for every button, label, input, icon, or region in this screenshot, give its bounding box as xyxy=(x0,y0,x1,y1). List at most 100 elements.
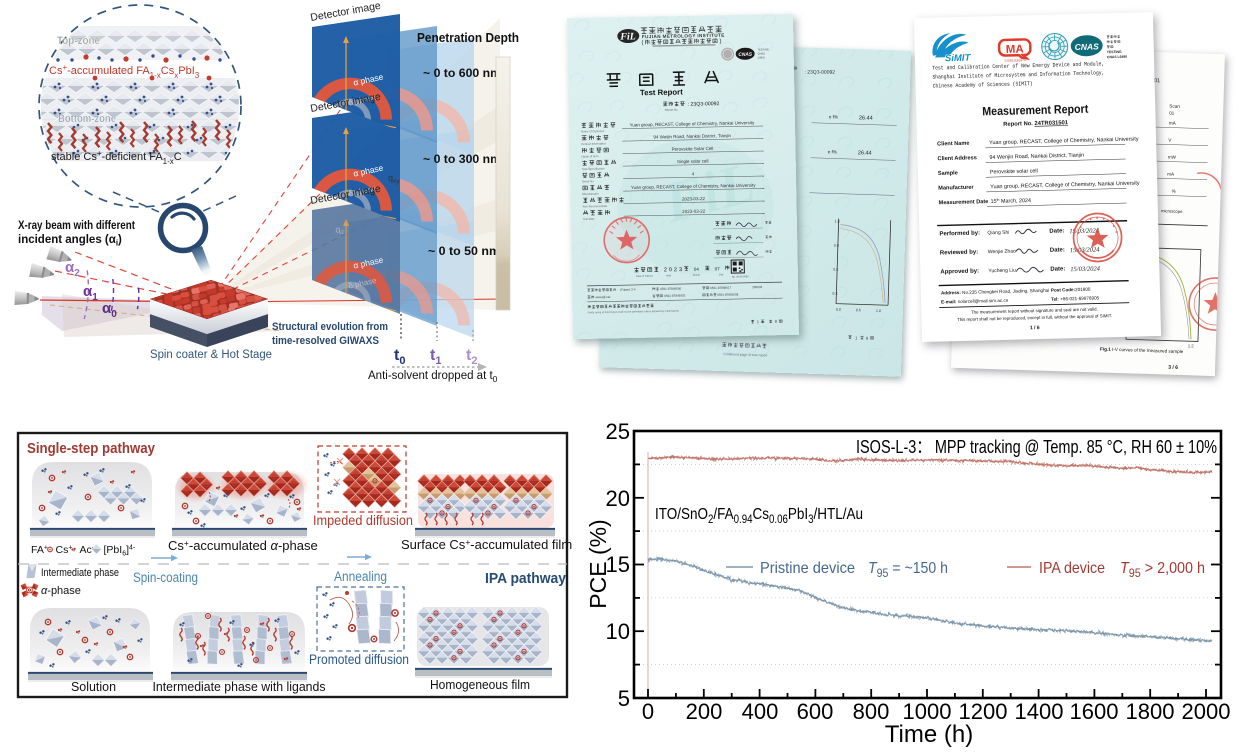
svg-text:Date:: Date: xyxy=(1050,247,1065,253)
svg-text:220811183974: 220811183974 xyxy=(1004,58,1026,63)
svg-text:Test and Calibration Center of: Test and Calibration Center of New Energ… xyxy=(932,60,1104,71)
svg-text:2000: 2000 xyxy=(1182,699,1231,724)
svg-text:Scan: Scan xyxy=(1169,104,1180,109)
svg-text:350003: 350003 xyxy=(752,285,762,289)
svg-text:Bottom-zone: Bottom-zone xyxy=(58,113,116,125)
svg-text:0.5: 0.5 xyxy=(833,267,838,271)
svg-text:800: 800 xyxy=(853,699,890,724)
svg-text:microscope.: microscope. xyxy=(1161,208,1184,214)
svg-text:stable Cs+-deficient FA1-xC: stable Cs+-deficient FA1-xC xyxy=(51,149,182,166)
svg-text:Single-step pathway: Single-step pathway xyxy=(27,440,156,457)
svg-text:3 / 6: 3 / 6 xyxy=(1168,365,1178,371)
svg-text:8: 8 xyxy=(866,336,869,341)
svg-text:Manufacturer: Manufacturer xyxy=(582,192,599,196)
svg-text:0591-87846603: 0591-87846603 xyxy=(664,293,685,297)
svg-text:200: 200 xyxy=(686,699,723,724)
svg-text:~ 0 to 600 nm: ~ 0 to 600 nm xyxy=(423,68,501,80)
svg-text:incident angles (αi): incident angles (αi) xyxy=(18,234,122,248)
svg-text:Top-zone: Top-zone xyxy=(57,35,100,47)
svg-text:Time (h): Time (h) xyxy=(885,721,973,748)
svg-text:5: 5 xyxy=(618,686,630,711)
svg-text:10: 10 xyxy=(606,619,630,644)
svg-text:15th March, 2024: 15th March, 2024 xyxy=(991,197,1032,205)
svg-text:Address: No.235 Chengbei Road,: Address: No.235 Chengbei Road, Jiading, … xyxy=(941,288,1049,296)
svg-text:15/03/2024: 15/03/2024 xyxy=(1070,265,1101,273)
svg-text:t1: t1 xyxy=(430,347,441,367)
svg-text:Reviewed by:: Reviewed by: xyxy=(940,250,978,257)
svg-text:1.2: 1.2 xyxy=(1188,343,1195,348)
svg-text:(: ( xyxy=(641,40,643,46)
svg-text:CNAS: CNAS xyxy=(758,51,766,55)
svg-text:0.8: 0.8 xyxy=(834,243,839,247)
svg-text:Sample: Sample xyxy=(938,170,958,177)
svg-text:Penetration Depth: Penetration Depth xyxy=(417,31,519,45)
svg-text:15: 15 xyxy=(606,552,630,577)
svg-text:(Fujian) 3-4: (Fujian) 3-4 xyxy=(620,287,636,291)
svg-text:CNAS: CNAS xyxy=(738,52,753,58)
svg-text:0591-87855008: 0591-87855008 xyxy=(717,292,738,296)
svg-text:Cs+: Cs+ xyxy=(56,544,73,556)
svg-text:t2: t2 xyxy=(466,347,477,367)
svg-text:Approved by:: Approved by: xyxy=(940,269,979,276)
svg-text:IPA device: IPA device xyxy=(1039,560,1105,577)
svg-text:Promoted diffusion: Promoted diffusion xyxy=(309,652,409,667)
svg-text:): ) xyxy=(719,39,721,45)
svg-text:Name of Customer: Name of Customer xyxy=(581,129,605,133)
svg-text:04: 04 xyxy=(694,267,700,272)
svg-text:2023: 2023 xyxy=(664,267,684,273)
svg-text:Fig.1 I-V curves of the measur: Fig.1 I-V curves of the measured sample xyxy=(1100,346,1184,354)
svg-text:Measurement Report: Measurement Report xyxy=(982,102,1088,119)
svg-text:MA: MA xyxy=(1006,44,1024,56)
svg-text:8: 8 xyxy=(775,320,777,324)
svg-text:PCE (%): PCE (%) xyxy=(588,519,611,608)
svg-text:TESTING: TESTING xyxy=(1107,50,1122,54)
svg-text:1.0: 1.0 xyxy=(835,220,840,224)
svg-text:: 23Q3-00092: : 23Q3-00092 xyxy=(688,101,720,108)
svg-text:Cs+-accumulated FA1-xCsxPbI3: Cs+-accumulated FA1-xCsxPbI3 xyxy=(49,63,200,80)
svg-text:Serial No.: Serial No. xyxy=(582,179,595,183)
svg-text:01: 01 xyxy=(1169,111,1175,116)
svg-text:Perovskite solar cell: Perovskite solar cell xyxy=(990,168,1038,175)
svg-text:Solution: Solution xyxy=(71,679,116,694)
svg-text:1: 1 xyxy=(855,335,858,340)
svg-text:Yuan group, RECAST, College of: Yuan group, RECAST, College of Chemistry… xyxy=(989,136,1139,146)
svg-text:Date of Report: Date of Report xyxy=(636,274,653,278)
svg-text:26.44: 26.44 xyxy=(858,150,872,156)
svg-text:Yucheng Liu: Yucheng Liu xyxy=(988,268,1016,275)
svg-text:400: 400 xyxy=(742,699,779,724)
svg-text:Date:: Date: xyxy=(1050,266,1065,272)
svg-text:26.44: 26.44 xyxy=(859,115,873,121)
svg-text:Manufacturer: Manufacturer xyxy=(938,185,974,192)
svg-text:time-resolved GIWAXS: time-resolved GIWAXS xyxy=(272,335,379,347)
svg-text:e f%: e f% xyxy=(828,149,837,154)
svg-text:FiL: FiL xyxy=(619,31,636,42)
svg-text:E-mail: solarcell@mail.sim.ac.: E-mail: solarcell@mail.sim.ac.cn xyxy=(941,298,1009,305)
svg-text:2023-03-22: 2023-03-22 xyxy=(682,209,706,214)
svg-text:Structural evolution from: Structural evolution from xyxy=(272,321,388,333)
svg-text:Pristine device: Pristine device xyxy=(760,560,855,577)
svg-text:0591-87846600: 0591-87846600 xyxy=(660,287,681,291)
svg-text:15/03/2024: 15/03/2024 xyxy=(1069,227,1100,235)
svg-text:1200: 1200 xyxy=(959,699,1008,724)
svg-text:0.0: 0.0 xyxy=(836,308,841,312)
svg-text:Spin coater & Hot Stage: Spin coater & Hot Stage xyxy=(150,349,272,361)
svg-text:[PbI6]4-: [PbI6]4- xyxy=(104,544,136,558)
svg-text:X-ray beam with different: X-ray beam with different xyxy=(18,220,135,232)
svg-text:4: 4 xyxy=(692,171,695,176)
svg-text:Test Date: Test Date xyxy=(583,217,595,221)
svg-text:Date:: Date: xyxy=(1049,228,1064,234)
svg-text:2023-03-22: 2023-03-22 xyxy=(682,196,706,201)
svg-text:mW: mW xyxy=(1168,154,1177,159)
svg-text:1: 1 xyxy=(757,320,759,324)
svg-text:Intermediate phase with ligand: Intermediate phase with ligands xyxy=(153,679,326,694)
svg-text:Month: Month xyxy=(693,273,701,277)
svg-text:Continued page of test report: Continued page of test report xyxy=(723,352,767,357)
svg-text:Client Address: Client Address xyxy=(937,155,976,162)
svg-text:Anti-solvent dropped at t0: Anti-solvent dropped at t0 xyxy=(368,370,498,384)
svg-text:1 / 6: 1 / 6 xyxy=(1030,325,1040,331)
svg-text:Wenjie Zhao: Wenjie Zhao xyxy=(988,249,1016,256)
svg-text:IPA pathway: IPA pathway xyxy=(485,570,567,587)
svg-text:%: % xyxy=(1172,189,1176,194)
svg-text:Type/Specification: Type/Specification xyxy=(582,166,605,170)
svg-text:α2: α2 xyxy=(65,259,80,279)
